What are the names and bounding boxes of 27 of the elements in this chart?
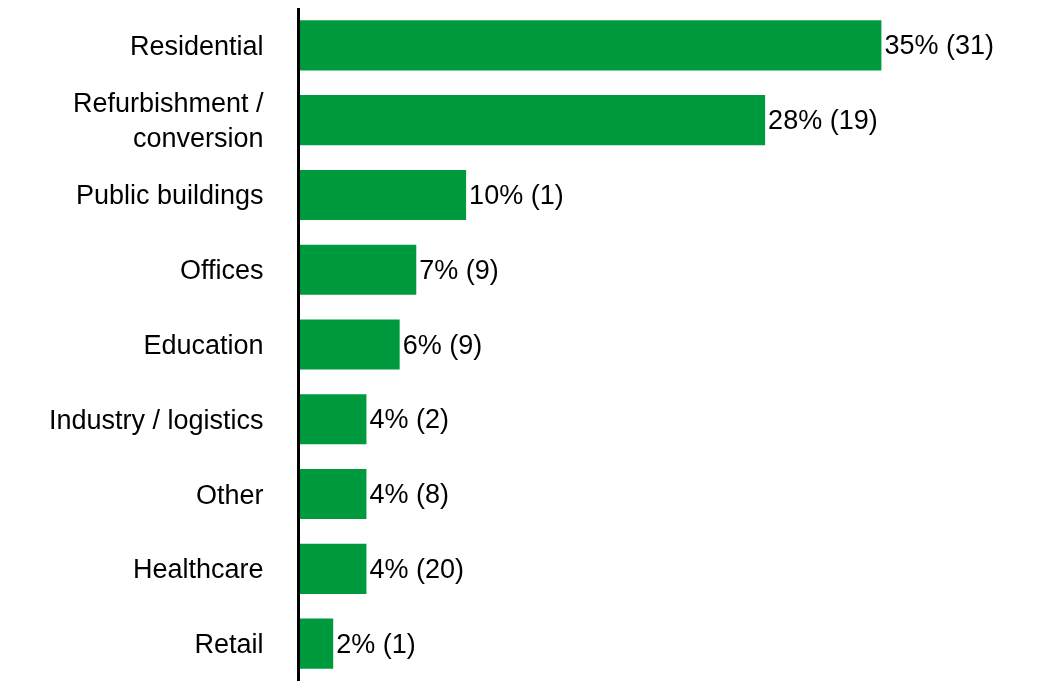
bar — [300, 543, 367, 594]
y-tick-label: Refurbishment / conversion — [73, 88, 265, 154]
bar — [300, 95, 766, 146]
bar — [300, 618, 334, 669]
data-label: 7% (9) — [419, 254, 499, 285]
y-tick-label: Industry / logistics — [49, 404, 264, 435]
data-label: 4% (20) — [369, 553, 464, 584]
bar — [300, 394, 367, 445]
data-label: 2% (1) — [336, 628, 416, 659]
bar — [300, 244, 417, 295]
y-tick-label: Education — [143, 329, 264, 360]
bar — [300, 20, 882, 71]
data-label: 35% (31) — [884, 30, 994, 61]
data-label: 28% (19) — [768, 105, 878, 136]
bar — [300, 169, 467, 220]
y-tick-label: Offices — [180, 255, 264, 286]
y-tick-label: Other — [196, 479, 264, 510]
bar — [300, 319, 400, 370]
y-tick-label: Healthcare — [133, 554, 264, 585]
y-tick-label: Residential — [130, 30, 264, 61]
data-label: 4% (8) — [369, 479, 449, 510]
y-tick-label: Retail — [194, 629, 264, 660]
y-tick-label: Public buildings — [75, 180, 264, 211]
data-label: 10% (1) — [469, 179, 564, 210]
bar — [300, 469, 367, 520]
data-label: 4% (2) — [369, 404, 449, 435]
data-label: 6% (9) — [402, 329, 483, 360]
